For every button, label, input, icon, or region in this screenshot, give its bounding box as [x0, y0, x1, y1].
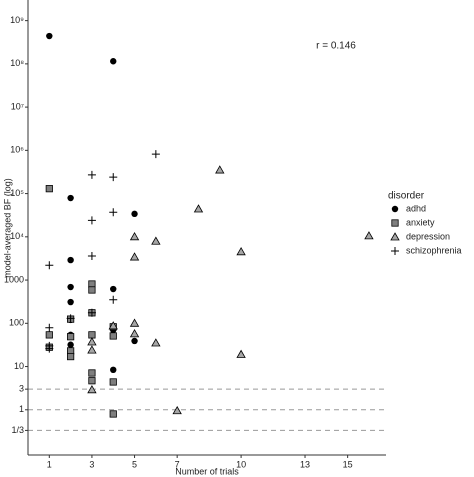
point — [88, 280, 96, 288]
legend-title: disorder — [388, 191, 425, 202]
point — [151, 150, 160, 159]
point — [109, 295, 118, 304]
y-tick-label: 10⁴ — [10, 231, 24, 241]
point — [87, 308, 96, 317]
x-tick-label: 13 — [300, 459, 310, 469]
point — [67, 283, 74, 291]
x-tick-label: 7 — [175, 459, 180, 469]
point — [88, 286, 96, 294]
y-tick-label: 10⁷ — [11, 101, 24, 111]
point — [45, 323, 54, 332]
point — [109, 332, 117, 340]
point — [215, 165, 225, 174]
point — [364, 231, 374, 240]
y-tick-label: 10 — [14, 361, 24, 371]
point — [129, 232, 140, 241]
x-tick-label: 10 — [236, 459, 246, 469]
x-tick-label: 1 — [47, 459, 52, 469]
point — [236, 349, 246, 358]
point — [66, 314, 75, 323]
point — [45, 261, 54, 270]
y-tick-label: 10⁹ — [10, 15, 24, 25]
x-tick-label: 5 — [132, 459, 137, 469]
point — [67, 352, 75, 361]
point — [236, 247, 246, 256]
legend-label: schizophrenia — [406, 245, 462, 255]
point — [67, 256, 74, 264]
legend-marker — [391, 205, 399, 213]
point — [172, 405, 182, 415]
point — [67, 333, 75, 341]
point — [109, 208, 118, 217]
point — [151, 236, 161, 245]
point — [129, 252, 140, 261]
y-tick-label: 1/3 — [11, 425, 24, 435]
point — [129, 329, 140, 338]
point — [46, 32, 53, 40]
point — [131, 337, 138, 345]
legend-label: adhd — [406, 203, 426, 213]
legend-marker — [391, 219, 399, 227]
y-tick-label: 10⁸ — [10, 58, 24, 68]
point — [87, 345, 97, 354]
x-tick-label: 3 — [89, 459, 94, 469]
point — [87, 337, 97, 346]
point — [131, 210, 138, 218]
point — [110, 366, 117, 374]
point — [87, 384, 97, 394]
legend-marker — [391, 247, 399, 255]
y-tick-label: 3 — [19, 384, 24, 394]
legend-label: anxiety — [406, 217, 435, 227]
y-axis-label: model-averaged BF (log) — [2, 178, 12, 278]
point — [45, 331, 53, 339]
point — [87, 170, 96, 179]
point — [87, 252, 96, 261]
point — [88, 377, 96, 385]
point — [129, 318, 140, 327]
x-axis-label: Number of trials — [175, 466, 239, 476]
point — [109, 410, 117, 418]
point — [108, 321, 118, 330]
point — [67, 194, 74, 202]
point — [45, 185, 53, 193]
point — [193, 204, 204, 213]
point — [151, 338, 161, 347]
y-tick-label: 1000 — [4, 274, 24, 284]
point — [110, 285, 117, 293]
point — [67, 298, 74, 306]
point — [45, 344, 54, 353]
y-tick-label: 10⁵ — [10, 188, 24, 198]
annotation: r = 0.146 — [316, 41, 356, 52]
point — [109, 173, 118, 182]
legend-label: depression — [406, 231, 450, 241]
x-tick-label: 15 — [343, 459, 353, 469]
point — [87, 216, 96, 225]
point — [110, 58, 117, 65]
y-tick-label: 100 — [9, 318, 24, 328]
legend-marker — [390, 232, 400, 241]
y-tick-label: 1 — [19, 404, 24, 414]
point — [88, 369, 96, 377]
point — [67, 341, 74, 348]
point — [88, 331, 96, 339]
point — [109, 378, 117, 386]
y-tick-label: 10⁶ — [10, 145, 24, 155]
